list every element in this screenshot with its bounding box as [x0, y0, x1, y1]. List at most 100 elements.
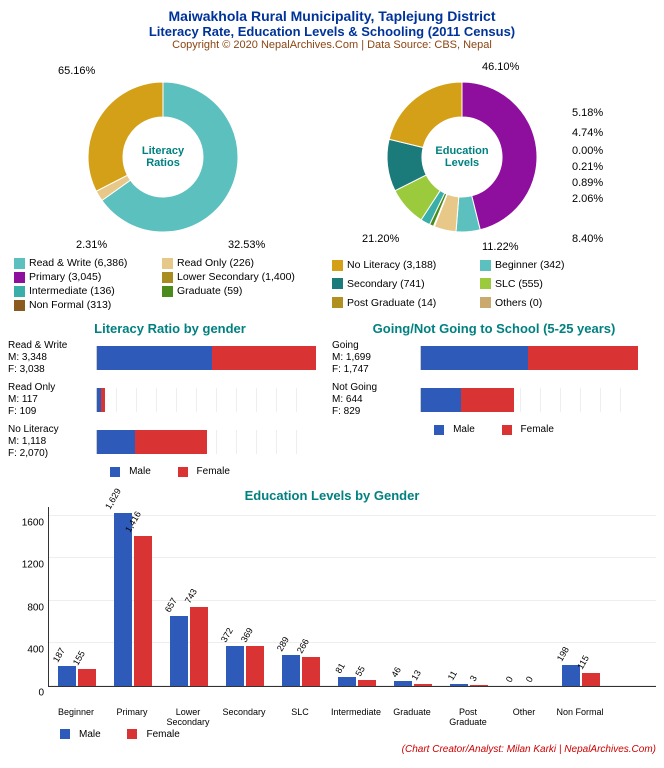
- legend-swatch: [480, 297, 491, 308]
- literacy-gender-chart: Literacy Ratio by gender Read & WriteM: …: [8, 313, 332, 480]
- schooling-title: Going/Not Going to School (5-25 years): [332, 321, 656, 336]
- legend-text: Secondary (741): [347, 278, 425, 290]
- legend-item: Graduate (59): [162, 285, 302, 297]
- bar-group: 4613: [393, 681, 437, 686]
- hbar-track: [96, 388, 316, 412]
- vbar-male: 657: [170, 616, 188, 686]
- legend-text: SLC (555): [495, 278, 543, 290]
- legend-item: No Literacy (3,188): [332, 257, 472, 274]
- legend-item: Others (0): [480, 294, 620, 311]
- bar-group: 113: [449, 684, 493, 685]
- vbar-male: 289: [282, 655, 300, 686]
- title-line-1: Maiwakhola Rural Municipality, Taplejung…: [8, 8, 656, 24]
- pct-label: 2.06%: [572, 193, 603, 205]
- legend-item: Read & Write (6,386): [14, 257, 154, 269]
- vbar-male: 187: [58, 666, 76, 686]
- vbar-value: 81: [333, 661, 347, 675]
- x-axis-labels: BeginnerPrimaryLower SecondarySecondaryS…: [48, 707, 656, 727]
- hbar-female: [212, 346, 316, 370]
- mf-legend-3: Male Female: [48, 729, 656, 743]
- male-label-2: Male: [453, 424, 475, 435]
- schooling-chart: Going/Not Going to School (5-25 years) G…: [332, 313, 656, 480]
- legend-text: Primary (3,045): [29, 271, 101, 283]
- legend-item: Intermediate (136): [14, 285, 154, 297]
- legend-item: Non Formal (313): [14, 299, 154, 311]
- vbar-female: 743: [190, 607, 208, 686]
- female-label-3: Female: [146, 729, 179, 740]
- y-tick: 400: [27, 645, 44, 656]
- vbar-male: 11: [450, 684, 468, 685]
- y-tick: 0: [38, 687, 44, 698]
- x-label: Primary: [104, 707, 160, 727]
- legend-swatch: [162, 286, 173, 297]
- hbar-female: [528, 346, 638, 370]
- legend-swatch: [162, 258, 173, 269]
- legend-swatch: [332, 297, 343, 308]
- pct-label: 4.74%: [572, 127, 603, 139]
- legend-swatch: [14, 286, 25, 297]
- donut-center-label: LiteracyRatios: [125, 145, 201, 169]
- copyright: Copyright © 2020 NepalArchives.Com | Dat…: [8, 39, 656, 51]
- legend-item: Beginner (342): [480, 257, 620, 274]
- vbar-value: 657: [163, 596, 179, 614]
- hbar-male: [97, 430, 135, 454]
- bar-group: 8155: [337, 677, 381, 686]
- pct-label: 11.22%: [482, 241, 519, 253]
- vbar-value: 155: [71, 649, 87, 667]
- hbar-label: Read & WriteM: 3,348F: 3,038: [8, 340, 96, 376]
- hbar-female: [135, 430, 206, 454]
- bar-group: 372369: [225, 646, 269, 685]
- hbar-male: [421, 388, 461, 412]
- hbar-track: [96, 346, 316, 370]
- x-label: Beginner: [48, 707, 104, 727]
- x-label: Intermediate: [328, 707, 384, 727]
- hbar-track: [96, 430, 316, 454]
- vbar-female: 115: [582, 673, 600, 685]
- bar-group: 187155: [57, 666, 101, 686]
- x-label: Non Formal: [552, 707, 608, 727]
- donut-education: EducationLevels46.10%5.18%4.74%0.00%0.21…: [332, 57, 656, 257]
- middle-row: Literacy Ratio by gender Read & WriteM: …: [8, 313, 656, 480]
- hbar-row: GoingM: 1,699F: 1,747: [332, 340, 656, 376]
- vbar-value: 743: [183, 587, 199, 605]
- bar-group: 198115: [561, 665, 605, 686]
- vbar-male: 1,629: [114, 513, 132, 685]
- hbar-row: No LiteracyM: 1,118F: 2,070): [8, 424, 332, 460]
- legend-item: Read Only (226): [162, 257, 302, 269]
- hbar-female: [101, 388, 105, 412]
- bar-group: 1,6291,416: [113, 513, 157, 685]
- female-label: Female: [197, 466, 230, 477]
- legend-swatch: [480, 278, 491, 289]
- x-label: Post Graduate: [440, 707, 496, 727]
- hbar-male: [421, 346, 528, 370]
- vbar-value: 0: [524, 674, 535, 683]
- vbar-female: 266: [302, 657, 320, 685]
- legend-text: Non Formal (313): [29, 299, 111, 311]
- legend-text: Post Graduate (14): [347, 297, 436, 309]
- hbar-male: [97, 346, 212, 370]
- legend-swatch: [332, 260, 343, 271]
- legend-text: Others (0): [495, 297, 542, 309]
- vbar-male: 46: [394, 681, 412, 686]
- legend-text: Lower Secondary (1,400): [177, 271, 295, 283]
- pct-label: 2.31%: [76, 239, 107, 251]
- pct-label: 0.89%: [572, 177, 603, 189]
- vbar-value: 198: [555, 645, 571, 663]
- vbar-male: 81: [338, 677, 356, 686]
- legend-swatch: [332, 278, 343, 289]
- donut-slice: [389, 82, 462, 148]
- x-label: Lower Secondary: [160, 707, 216, 727]
- y-tick: 800: [27, 602, 44, 613]
- x-label: SLC: [272, 707, 328, 727]
- pct-label: 0.21%: [572, 161, 603, 173]
- pct-label: 21.20%: [362, 233, 399, 245]
- legend-text: Intermediate (136): [29, 285, 115, 297]
- vbar-value: 55: [353, 664, 367, 678]
- pct-label: 65.16%: [58, 65, 95, 77]
- pct-label: 5.18%: [572, 107, 603, 119]
- donut-row: LiteracyRatios65.16%2.31%32.53% Educatio…: [8, 57, 656, 257]
- donut-slice: [88, 82, 163, 191]
- legend-text: Read & Write (6,386): [29, 257, 127, 269]
- hbar-track: [420, 346, 640, 370]
- hbar-row: Not GoingM: 644F: 829: [332, 382, 656, 418]
